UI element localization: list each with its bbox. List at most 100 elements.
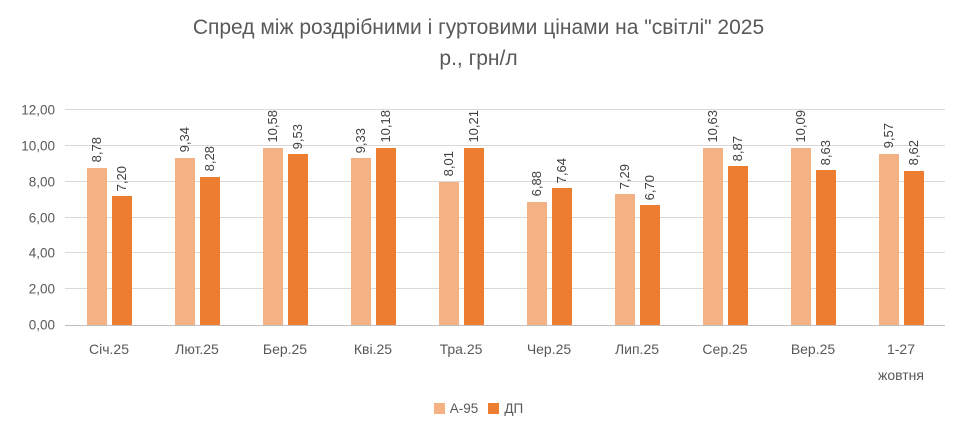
data-label: 8,63 <box>818 140 833 166</box>
y-tick-label: 6,00 <box>28 210 55 225</box>
data-label: 9,33 <box>353 127 368 153</box>
data-label: 10,18 <box>378 110 393 143</box>
x-category-label: Тра.25 <box>439 341 483 357</box>
gridline <box>65 109 945 110</box>
y-axis: 0,00 2,00 4,00 6,00 8,00 10,00 12,00 <box>0 103 55 333</box>
data-label: 8,78 <box>89 137 104 163</box>
data-label: 6,70 <box>642 174 657 200</box>
x-category-label: Кві.25 <box>353 341 393 357</box>
data-label: 9,53 <box>290 123 305 150</box>
bar-group: 10,58 9,53 <box>241 110 329 325</box>
bar-column-ДП: 8,87 <box>727 110 748 325</box>
data-label: 8,01 <box>441 151 456 177</box>
bar-А-95 <box>526 201 547 325</box>
bar-group: 8,01 10,21 <box>417 110 505 325</box>
bar-column-ДП: 10,18 <box>375 110 396 325</box>
gridline <box>65 144 945 146</box>
bar-А-95 <box>86 167 107 325</box>
bar-ДП <box>727 166 748 325</box>
bar-group: 10,63 8,87 <box>681 110 769 325</box>
y-tick-label: 12,00 <box>21 102 55 118</box>
bar-column-А-95: 8,01 <box>438 110 459 325</box>
legend: А-95 ДП <box>0 401 957 416</box>
bar-column-А-95: 9,57 <box>878 110 899 325</box>
bar-А-95 <box>878 153 899 325</box>
y-tick-label: 8,00 <box>28 174 55 190</box>
bar-column-А-95: 9,33 <box>350 110 371 325</box>
bar-А-95 <box>174 157 195 325</box>
gridline <box>65 252 945 254</box>
x-category-label: Бер.25 <box>262 341 308 357</box>
bar-А-95 <box>262 147 283 325</box>
bar-column-ДП: 10,21 <box>463 110 484 325</box>
y-tick-label: 10,00 <box>21 138 55 154</box>
data-label: 10,63 <box>705 110 720 143</box>
bar-ДП <box>287 154 308 325</box>
bar-ДП <box>199 176 220 325</box>
data-label: 8,87 <box>730 135 745 162</box>
bar-group: 8,78 7,20 <box>65 110 153 325</box>
bar-column-ДП: 7,20 <box>111 110 132 325</box>
bar-group: 6,88 7,64 <box>505 110 593 325</box>
bar-column-А-95: 10,63 <box>702 110 723 325</box>
bar-group: 7,29 6,70 <box>593 110 681 325</box>
gridline <box>65 180 945 182</box>
bar-А-95 <box>702 147 723 325</box>
bar-column-А-95: 9,34 <box>174 110 195 325</box>
bar-column-А-95: 6,88 <box>526 110 547 325</box>
legend-marker-icon <box>488 403 500 414</box>
legend-label: ДП <box>504 401 524 416</box>
x-category-label: Лют.25 <box>175 341 219 357</box>
x-category-label: Лип.25 <box>614 341 660 357</box>
x-category-label: Січ.25 <box>89 341 129 357</box>
bar-column-ДП: 8,28 <box>199 110 220 325</box>
bar-group: 10,09 8,63 <box>769 110 857 325</box>
bar-А-95 <box>350 157 371 325</box>
bar-group: 9,33 10,18 <box>329 110 417 325</box>
x-category-label: 1-27 жовтня <box>877 341 924 383</box>
bar-ДП <box>903 170 924 325</box>
legend-item-А-95: А-95 <box>433 401 479 416</box>
bar-ДП <box>111 196 132 325</box>
bar-ДП <box>639 204 660 325</box>
x-category-label: Сер.25 <box>702 341 748 357</box>
data-label: 8,62 <box>906 140 921 166</box>
bar-А-95 <box>614 194 635 325</box>
data-label: 10,58 <box>265 110 280 143</box>
data-label: 10,21 <box>466 110 481 143</box>
bar-group: 9,34 8,28 <box>153 110 241 325</box>
bar-column-ДП: 8,63 <box>815 110 836 325</box>
bar-А-95 <box>438 181 459 325</box>
bar-group: 9,57 8,62 <box>857 110 945 325</box>
y-tick-label: 4,00 <box>28 245 55 261</box>
data-label: 9,57 <box>881 123 896 149</box>
data-label: 8,28 <box>202 146 217 172</box>
bar-column-А-95: 7,29 <box>614 110 635 325</box>
x-category-label: Чер.25 <box>526 341 572 357</box>
x-axis: Січ.25 Лют.25 Бер.25 Кві.25 Тра.25 Чер.25 Лип.… <box>65 336 945 388</box>
bar-column-ДП: 7,64 <box>551 110 572 325</box>
bar-ДП <box>815 170 836 325</box>
x-category-label: Вер.25 <box>790 341 836 357</box>
gridline <box>65 288 945 290</box>
legend-label: А-95 <box>449 401 479 416</box>
chart-title: Спред між роздрібними і гуртовими цінами… <box>192 16 765 70</box>
bar-ДП <box>375 147 396 325</box>
bar-ДП <box>551 188 572 325</box>
legend-marker-icon <box>433 403 445 414</box>
bar-column-ДП: 8,62 <box>903 110 924 325</box>
data-label: 7,29 <box>617 164 632 190</box>
data-label: 9,34 <box>177 127 192 153</box>
y-tick-label: 0,00 <box>28 317 55 333</box>
data-label: 7,64 <box>554 157 569 184</box>
legend-item-ДП: ДП <box>488 401 523 416</box>
bar-А-95 <box>790 147 811 325</box>
x-axis-line <box>65 325 945 326</box>
bar-column-А-95: 10,58 <box>262 110 283 325</box>
data-label: 10,09 <box>793 110 808 143</box>
bar-column-А-95: 8,78 <box>86 110 107 325</box>
bar-column-ДП: 6,70 <box>639 110 660 325</box>
gridline <box>65 216 945 218</box>
data-label: 6,88 <box>529 171 544 197</box>
